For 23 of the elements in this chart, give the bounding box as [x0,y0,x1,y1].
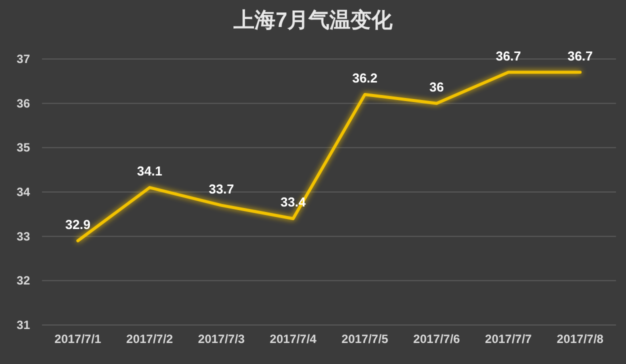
y-tick-label: 37 [16,52,30,66]
y-tick-label: 36 [16,96,30,110]
x-tick-label: 2017/7/1 [54,332,102,346]
x-tick-label: 2017/7/4 [270,332,317,346]
data-label: 33.7 [208,181,234,196]
x-tick-label: 2017/7/5 [342,332,389,346]
data-label: 32.9 [65,216,91,232]
y-tick-label: 31 [16,318,30,332]
x-tick-label: 2017/7/7 [485,332,532,346]
x-tick-label: 2017/7/8 [556,332,604,346]
data-label: 34.1 [136,164,162,179]
y-tick-label: 34 [16,185,30,199]
data-label: 36.7 [496,48,522,64]
data-label: 36 [429,79,444,94]
x-tick-label: 2017/7/2 [126,332,174,346]
y-tick-label: 32 [16,274,30,288]
chart-title: 上海7月气温变化 [232,8,394,32]
y-tick-label: 33 [16,229,30,244]
x-tick-label: 2017/7/3 [198,332,246,346]
data-label: 36.7 [567,48,593,64]
x-tick-label: 2017/7/6 [413,332,460,346]
y-tick-label: 35 [16,140,30,155]
data-label: 36.2 [352,70,378,86]
